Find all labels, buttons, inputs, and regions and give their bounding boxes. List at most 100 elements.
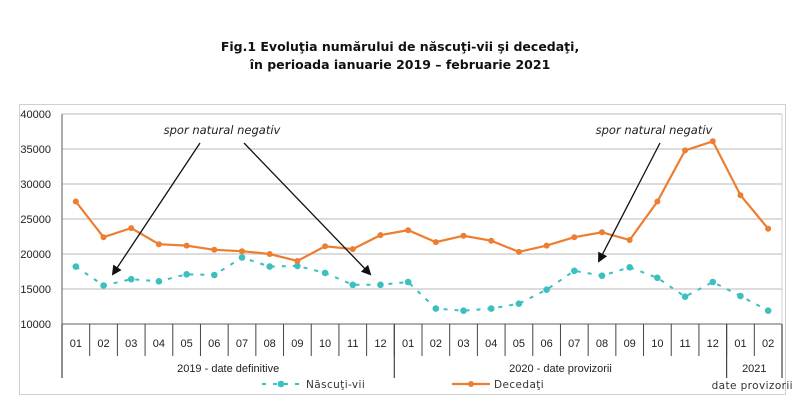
- data-point: [72, 263, 80, 270]
- y-tick-label: 30000: [20, 179, 51, 191]
- group-sublabel: date provizorii: [712, 380, 793, 392]
- group-label: 2021: [742, 363, 766, 375]
- data-point: [682, 147, 689, 154]
- legend-marker: [277, 380, 285, 388]
- series-line-nascuti-vii: [75, 256, 769, 312]
- data-point: [405, 227, 412, 234]
- data-point: [598, 272, 606, 280]
- data-point: [72, 198, 79, 205]
- data-point: [709, 278, 717, 286]
- data-point: [239, 248, 245, 255]
- data-point: [460, 232, 467, 239]
- x-tick-label: 12: [374, 338, 386, 350]
- x-tick-label: 04: [153, 338, 165, 350]
- data-point: [488, 237, 495, 244]
- annotations: spor natural negativ spor natural negativ: [111, 123, 713, 276]
- data-point: [654, 274, 661, 282]
- x-tick-label: 03: [457, 338, 469, 350]
- data-point: [599, 229, 605, 236]
- legend-label: Născuţi-vii: [306, 379, 365, 391]
- data-point: [737, 292, 744, 300]
- x-tick-label: 12: [707, 338, 719, 350]
- data-point: [654, 198, 661, 205]
- data-point: [321, 269, 329, 277]
- series-line-decedati: [74, 139, 770, 263]
- x-tick-label: 04: [485, 338, 497, 350]
- chart-title-line-1: Fig.1 Evoluţia numărului de născuţi-vii …: [220, 39, 580, 54]
- data-point: [266, 263, 273, 270]
- data-point: [515, 248, 522, 255]
- x-tick-label: 02: [430, 338, 442, 350]
- data-point: [571, 267, 578, 275]
- x-tick-label: 02: [97, 338, 109, 350]
- data-point: [349, 281, 357, 289]
- data-point: [349, 246, 356, 253]
- data-point: [211, 246, 218, 253]
- x-tick-label: 05: [513, 338, 525, 350]
- data-point: [266, 251, 273, 257]
- data-point: [626, 237, 633, 243]
- annotation-arrow: [111, 142, 201, 276]
- x-tick-label: 08: [264, 338, 276, 350]
- y-axis-ticks: 10000 15000 20000 25000 30000 35000 40000: [20, 109, 51, 331]
- x-tick-label: 11: [347, 338, 358, 350]
- x-tick-label: 08: [596, 338, 608, 350]
- y-tick-label: 35000: [20, 144, 51, 156]
- annotation-arrow: [598, 142, 661, 263]
- data-point: [155, 278, 163, 285]
- data-point: [377, 232, 384, 239]
- data-point: [128, 225, 135, 232]
- data-point: [100, 282, 107, 289]
- annotation-label: spor natural negativ: [596, 123, 713, 137]
- legend-marker: [468, 381, 474, 387]
- x-tick-label: 09: [291, 338, 303, 350]
- data-point: [322, 243, 329, 250]
- data-point: [681, 293, 689, 301]
- x-axis-categories: 01 02 03 04 05 06 07 08 09 10 11 12 01 02 03 04 05 06 07 08…: [70, 324, 774, 356]
- x-tick-label: 06: [208, 338, 220, 350]
- x-tick-label: 10: [651, 338, 663, 350]
- data-point: [211, 271, 218, 279]
- data-point: [100, 234, 107, 241]
- y-tick-label: 15000: [20, 284, 51, 296]
- annotation-arrow: [243, 142, 372, 276]
- data-point: [238, 254, 246, 261]
- data-point: [709, 138, 716, 145]
- x-tick-label: 01: [70, 338, 82, 350]
- data-point: [432, 239, 439, 246]
- x-tick-label: 07: [236, 338, 248, 350]
- chart-frame: [19, 104, 786, 395]
- x-tick-label: 01: [402, 338, 414, 350]
- data-point: [432, 305, 440, 312]
- data-point: [155, 241, 162, 248]
- y-tick-label: 40000: [20, 109, 51, 121]
- data-point: [487, 305, 495, 312]
- annotation-label: spor natural negativ: [164, 123, 281, 137]
- data-point: [571, 234, 578, 241]
- data-point: [765, 225, 772, 232]
- data-point: [543, 286, 550, 294]
- data-point: [460, 307, 467, 315]
- gridlines: [62, 113, 782, 290]
- data-point: [183, 271, 190, 278]
- y-tick-label: 25000: [20, 214, 51, 226]
- chart-title-line-2: în perioada ianuarie 2019 – februarie 20…: [249, 57, 551, 72]
- x-tick-label: 06: [540, 338, 552, 350]
- x-tick-label: 09: [624, 338, 636, 350]
- data-point: [183, 242, 190, 249]
- group-label: 2020 - date provizorii: [509, 363, 612, 375]
- legend-label: Decedaţi: [494, 379, 544, 391]
- data-point: [294, 262, 301, 270]
- legend: Născuţi-vii Decedaţi: [262, 379, 544, 391]
- x-tick-label: 11: [679, 338, 690, 350]
- x-tick-label: 03: [125, 338, 137, 350]
- x-tick-label: 01: [734, 338, 746, 350]
- data-point: [626, 264, 633, 271]
- data-point: [764, 307, 772, 315]
- data-point: [737, 192, 744, 199]
- data-point: [543, 242, 550, 249]
- y-tick-label: 20000: [20, 249, 51, 261]
- group-label: 2019 - date definitive: [177, 363, 279, 375]
- x-tick-label: 10: [319, 338, 331, 350]
